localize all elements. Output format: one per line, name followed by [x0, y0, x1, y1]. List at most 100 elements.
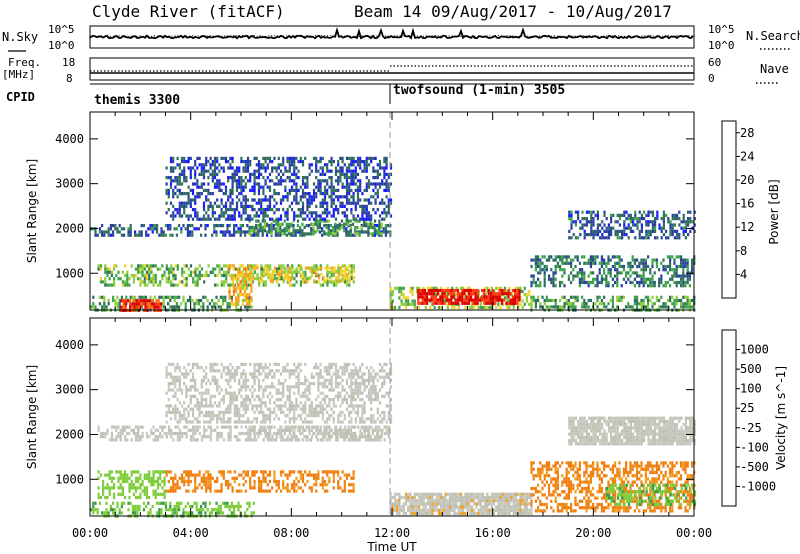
data-cell	[229, 283, 232, 287]
data-cell	[343, 489, 346, 493]
colorbar-tick-label: 28	[740, 126, 754, 140]
data-cell	[350, 211, 353, 215]
data-cell	[115, 428, 118, 432]
data-cell	[218, 217, 221, 221]
data-cell	[636, 274, 639, 278]
data-cell	[352, 489, 355, 493]
data-cell	[301, 476, 305, 480]
data-cell	[237, 296, 240, 300]
data-cell	[348, 264, 351, 268]
data-cell	[354, 217, 357, 221]
data-cell	[352, 156, 355, 160]
data-cell	[496, 292, 499, 296]
data-cell	[622, 295, 625, 299]
data-cell	[131, 305, 134, 309]
data-cell	[143, 492, 146, 496]
data-cell	[363, 163, 366, 167]
data-cell	[616, 295, 619, 299]
data-cell	[456, 298, 459, 302]
data-cell	[262, 214, 265, 218]
data-cell	[124, 495, 127, 500]
data-cell	[299, 233, 302, 237]
data-cell	[618, 236, 621, 240]
data-cell	[216, 438, 219, 442]
data-cell	[273, 425, 276, 429]
data-cell	[440, 492, 443, 496]
data-cell	[662, 258, 665, 262]
data-cell	[581, 268, 584, 272]
data-cell	[378, 160, 382, 164]
data-cell	[347, 428, 350, 432]
data-cell	[279, 217, 283, 221]
data-cell	[498, 295, 501, 299]
data-cell	[167, 188, 170, 192]
data-cell	[96, 233, 99, 237]
data-cell	[243, 289, 246, 294]
data-cell	[583, 255, 586, 259]
data-cell	[675, 295, 678, 299]
data-cell	[253, 486, 256, 490]
data-cell	[655, 264, 658, 269]
data-cell	[180, 192, 184, 196]
data-cell	[328, 438, 331, 442]
data-cell	[352, 176, 355, 180]
data-cell	[126, 473, 129, 477]
data-cell	[209, 479, 212, 484]
data-cell	[431, 495, 434, 500]
data-cell	[244, 198, 247, 202]
data-cell	[321, 201, 324, 205]
data-cell	[465, 288, 468, 293]
data-cell	[603, 302, 606, 306]
data-cell	[237, 504, 240, 509]
data-cell	[329, 229, 333, 233]
data-cell	[673, 280, 676, 285]
data-cell	[671, 255, 674, 259]
data-cell	[289, 266, 292, 270]
data-cell	[680, 258, 683, 262]
data-cell	[260, 198, 263, 202]
data-cell	[99, 495, 102, 500]
data-cell	[435, 495, 438, 500]
data-cell	[240, 185, 243, 189]
data-cell	[341, 264, 344, 268]
data-cell	[423, 292, 426, 296]
data-cell	[308, 211, 311, 215]
data-cell	[334, 188, 338, 192]
data-cell	[110, 270, 113, 274]
data-cell	[279, 489, 283, 493]
data-cell	[315, 211, 318, 215]
data-cell	[301, 188, 305, 192]
data-cell	[251, 204, 254, 208]
data-cell	[116, 501, 119, 505]
data-cell	[266, 233, 269, 237]
data-cell	[266, 222, 269, 226]
data-cell	[227, 166, 230, 170]
data-cell	[642, 277, 645, 281]
data-cell	[200, 233, 203, 237]
data-cell	[348, 201, 351, 205]
data-cell	[673, 302, 676, 306]
data-cell	[339, 476, 342, 480]
nave-label: Nave	[760, 62, 789, 76]
data-cell	[145, 270, 149, 274]
data-cell	[559, 258, 562, 262]
data-cell	[240, 182, 243, 186]
data-cell	[178, 508, 181, 512]
data-cell	[568, 236, 571, 240]
data-cell	[277, 219, 280, 223]
colorbar-tick-label: 16	[740, 197, 754, 211]
data-cell	[488, 305, 491, 310]
data-cell	[352, 201, 355, 205]
data-cell	[611, 264, 614, 269]
data-cell	[145, 230, 148, 234]
data-cell	[461, 298, 464, 302]
data-cell	[323, 172, 327, 176]
data-cell	[310, 438, 313, 442]
data-cell	[614, 233, 617, 237]
data-cell	[178, 204, 181, 208]
data-cell	[113, 492, 116, 496]
data-cell	[233, 504, 236, 509]
data-cell	[530, 302, 533, 306]
data-cell	[345, 473, 349, 477]
data-cell	[229, 438, 232, 442]
